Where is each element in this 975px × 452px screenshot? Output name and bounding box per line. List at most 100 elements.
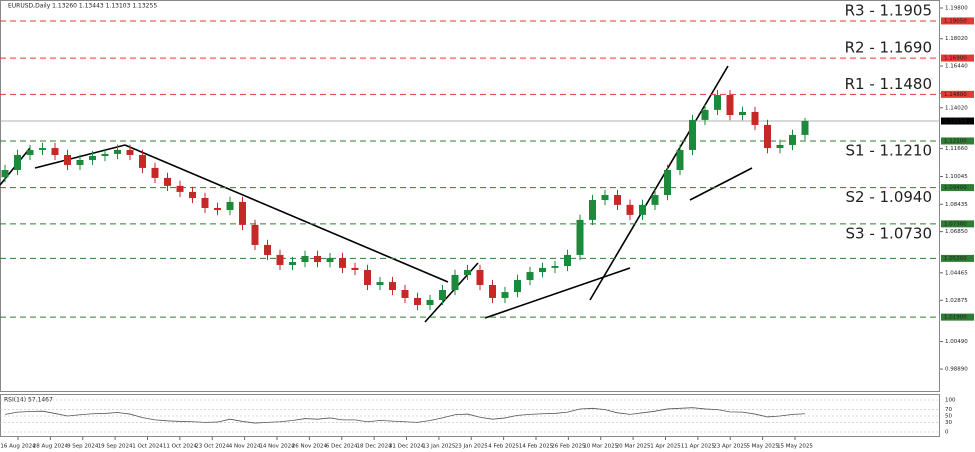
x-tick-label: 16 Aug 2024	[0, 444, 36, 450]
main-frame	[0, 0, 940, 392]
x-tick-label: 26 Nov 2024	[292, 444, 328, 450]
candle-body	[251, 224, 259, 245]
candle-body	[414, 297, 421, 306]
x-tick-label: 26 Feb 2025	[551, 444, 586, 450]
candle-body	[626, 204, 634, 215]
y-tick-label: 1.00490	[945, 339, 968, 345]
candle-body	[376, 282, 384, 285]
candle-body	[551, 266, 559, 268]
rsi-frame	[0, 394, 940, 437]
x-tick-label: 15 May 2025	[777, 444, 813, 450]
x-tick-label: 31 Dec 2024	[389, 444, 425, 450]
candle-body	[214, 207, 221, 211]
candle-body	[126, 149, 134, 155]
candle-body	[176, 185, 184, 192]
level-label: R1 - 1.1480	[845, 75, 932, 93]
candle-body	[601, 195, 609, 201]
x-tick-label: 11 Apr 2025	[681, 444, 716, 450]
candle-body	[239, 201, 246, 225]
candle-body	[189, 191, 196, 198]
x-tick-label: 14 Feb 2025	[519, 444, 554, 450]
y-tick-label: 1.04465	[945, 270, 968, 276]
candle-body	[114, 149, 121, 154]
candle-body	[676, 149, 684, 170]
y-tick-label: 1.19800	[945, 6, 968, 12]
x-tick-label: 4 Nov 2024	[229, 444, 261, 450]
rsi-tick-label: 30	[945, 420, 952, 426]
candle-body	[739, 111, 746, 116]
price-tag: 1.14800	[944, 92, 967, 98]
candle-body	[101, 153, 109, 156]
candle-body	[401, 290, 409, 298]
candle-body	[151, 167, 159, 178]
candle-body	[26, 149, 34, 155]
y-tick-label: 1.11660	[945, 146, 968, 152]
candle-body	[51, 148, 59, 155]
candle-body	[701, 109, 709, 120]
y-tick-label: 1.18020	[945, 36, 968, 42]
price-tag-bg	[941, 54, 974, 62]
candle-body	[76, 159, 84, 165]
candle-body	[576, 219, 584, 255]
price-tag: 1.09400	[944, 185, 967, 191]
price-tag-bg	[941, 313, 974, 321]
x-tick-label: 5 May 2025	[746, 444, 779, 450]
price-tag-bg	[941, 184, 974, 192]
x-tick-label: 6 Dec 2024	[326, 444, 358, 450]
level-label: R3 - 1.1905	[845, 1, 932, 19]
y-tick-label: 1.06850	[945, 229, 968, 235]
x-tick-label: 13 Jan 2025	[422, 444, 455, 450]
price-tag-bg	[941, 90, 974, 98]
rsi-tick-label: 70	[945, 407, 952, 413]
candle-body	[339, 258, 346, 268]
y-tick-label: 1.08435	[945, 202, 968, 208]
price-tag: 1.01900	[944, 315, 967, 321]
price-tag-bg	[941, 220, 974, 228]
candle-body	[226, 201, 234, 211]
candle-body	[14, 154, 21, 170]
rsi-tick-label: 100	[945, 398, 956, 404]
x-tick-label: 1 Apr 2025	[650, 444, 681, 450]
candle-body	[276, 254, 284, 265]
candle-body	[614, 195, 621, 205]
candle-body	[514, 279, 521, 293]
x-tick-label: 14 Nov 2024	[259, 444, 295, 450]
price-tag: 1.16900	[944, 56, 967, 62]
price-tag-bg	[941, 117, 974, 125]
candle-body	[539, 267, 546, 273]
candle-body	[664, 169, 671, 196]
candle-body	[451, 274, 459, 291]
trend-line	[484, 267, 631, 319]
rsi-tick-label: 0	[945, 430, 949, 436]
candle-body	[651, 195, 659, 205]
price-tag: 1.07300	[944, 221, 967, 227]
level-label: R2 - 1.1690	[845, 39, 932, 57]
candle-body	[289, 262, 296, 265]
candle-body	[201, 197, 209, 208]
x-tick-label: 10 Mar 2025	[583, 444, 618, 450]
candle-body	[326, 258, 334, 263]
candle-body	[64, 154, 71, 165]
candle-body	[776, 144, 784, 149]
y-tick-label: 0.98890	[945, 367, 968, 373]
candle-body	[726, 95, 734, 116]
candle-body	[489, 284, 496, 298]
price-tag: 1.12100	[944, 138, 967, 144]
candle-body	[89, 155, 96, 160]
x-tick-label: 4 Feb 2025	[488, 444, 519, 450]
candle-body	[264, 244, 271, 255]
x-tick-label: 28 Aug 2024	[33, 444, 69, 450]
candle-body	[501, 292, 509, 298]
candle-body	[639, 204, 646, 215]
price-tag: 1.13255	[944, 119, 967, 125]
y-tick-label: 1.14020	[945, 105, 968, 111]
chart-title: EURUSD,Daily 1.13260 1.13443 1.13103 1.1…	[8, 3, 157, 10]
candle-body	[314, 255, 321, 263]
x-tick-label: 19 Sep 2024	[98, 444, 133, 450]
rsi-line	[4, 407, 806, 424]
trend-line	[589, 65, 729, 301]
price-tag-bg	[941, 254, 974, 262]
price-tag: 1.05300	[944, 256, 967, 262]
candle-body	[564, 254, 571, 266]
